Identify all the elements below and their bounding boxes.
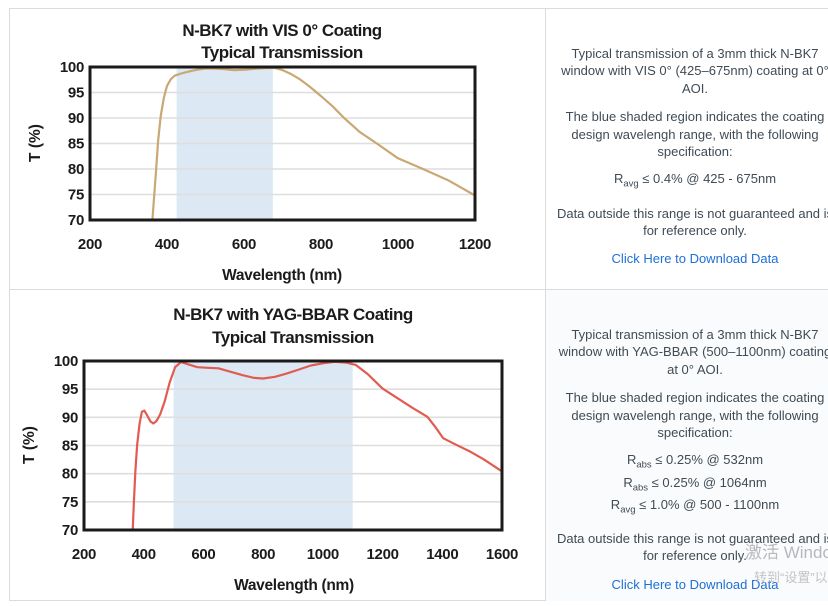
y-tick-label: 75 xyxy=(68,187,84,204)
x-axis-label: Wavelength (nm) xyxy=(234,577,354,594)
chart-title-line-1: N-BK7 with YAG-BBAR Coating xyxy=(173,305,413,324)
transmission-curve xyxy=(151,66,477,222)
x-tick-label: 1200 xyxy=(459,236,491,253)
x-tick-label: 600 xyxy=(191,546,215,563)
bottom-right-panel-background xyxy=(546,290,828,601)
x-tick-label: 1000 xyxy=(307,546,339,563)
chart-title-line-2: Typical Transmission xyxy=(201,43,363,62)
watermark-line-2: 转到“设置”以激活 Windows xyxy=(754,570,828,585)
vis-coating-info-panel: Typical transmission of a 3mm thick N-BK… xyxy=(545,8,828,268)
spec-block: Ravg ≤ 0.4% @ 425 - 675nm xyxy=(545,171,828,193)
spec-line: Ravg ≤ 0.4% @ 425 - 675nm xyxy=(613,171,777,191)
yag-bbar-info-panel: Typical transmission of a 3mm thick N-BK… xyxy=(545,290,828,593)
spec-line: Rabs ≤ 0.25% @ 1064nm xyxy=(623,474,767,494)
chart-title-line-2: Typical Transmission xyxy=(212,328,374,347)
x-tick-label: 400 xyxy=(155,236,179,253)
x-tick-label: 1400 xyxy=(426,546,458,563)
plot-frame xyxy=(88,65,477,222)
plot-frame xyxy=(82,359,504,532)
y-tick-label: 95 xyxy=(62,381,78,398)
y-tick-label: 100 xyxy=(60,59,84,76)
x-tick-label: 1000 xyxy=(382,236,414,253)
x-axis-label: Wavelength (nm) xyxy=(222,267,342,284)
horizontal-divider xyxy=(9,289,828,290)
x-tick-label: 200 xyxy=(72,546,96,563)
vertical-divider xyxy=(545,8,546,601)
download-data-link[interactable]: Click Here to Download Data xyxy=(611,251,779,267)
y-tick-label: 80 xyxy=(68,161,84,178)
vis-coating-transmission-chart: N-BK7 with VIS 0° Coating Typical Transmi… xyxy=(27,21,491,284)
y-tick-label: 70 xyxy=(68,212,84,229)
y-tick-label: 85 xyxy=(62,438,78,455)
yag-bbar-transmission-chart: N-BK7 with YAG-BBAR Coating Typical Trans… xyxy=(21,305,518,594)
y-tick-label: 90 xyxy=(62,409,78,426)
x-tick-label: 600 xyxy=(232,236,256,253)
download-data-link[interactable]: Click Here to Download Data xyxy=(611,576,779,592)
y-tick-label: 70 xyxy=(62,522,78,539)
coating-description: Typical transmission of a 3mm thick N-BK… xyxy=(561,46,828,96)
spec-line: Rabs ≤ 0.25% @ 532nm xyxy=(626,452,764,472)
y-tick-label: 90 xyxy=(68,110,84,127)
chart-title-line-1: N-BK7 with VIS 0° Coating xyxy=(182,21,381,40)
x-tick-label: 400 xyxy=(132,546,156,563)
x-tick-label: 200 xyxy=(78,236,102,253)
transmission-curve xyxy=(131,360,504,532)
windows-activation-watermark: 激活 Windows 转到“设置”以激活 Windows xyxy=(745,538,828,586)
x-tick-label: 800 xyxy=(309,236,333,253)
x-tick-label: 1200 xyxy=(366,546,398,563)
spec-block: Rabs ≤ 0.25% @ 532nm Rabs ≤ 0.25% @ 1064… xyxy=(545,452,828,519)
spec-line: Ravg ≤ 1.0% @ 500 - 1100nm xyxy=(610,496,780,516)
x-tick-label: 800 xyxy=(251,546,275,563)
coating-description: Typical transmission of a 3mm thick N-BK… xyxy=(558,327,828,377)
content-frame xyxy=(9,8,828,601)
y-axis-label: T (%) xyxy=(27,124,44,162)
shaded-region-note: The blue shaded region indicates the coa… xyxy=(565,390,825,441)
reference-note: Data outside this range is not guarantee… xyxy=(556,205,828,239)
y-tick-label: 100 xyxy=(54,353,78,370)
y-tick-label: 75 xyxy=(62,494,78,511)
y-tick-label: 85 xyxy=(68,136,84,153)
reference-note: Data outside this range is not guarantee… xyxy=(556,531,828,564)
y-axis-label: T (%) xyxy=(21,426,38,464)
shaded-region-note: The blue shaded region indicates the coa… xyxy=(565,109,825,160)
watermark-line-1: 激活 Windows xyxy=(745,543,828,562)
x-tick-label: 1600 xyxy=(486,546,518,563)
y-tick-label: 80 xyxy=(62,466,78,483)
y-tick-label: 95 xyxy=(68,85,84,102)
